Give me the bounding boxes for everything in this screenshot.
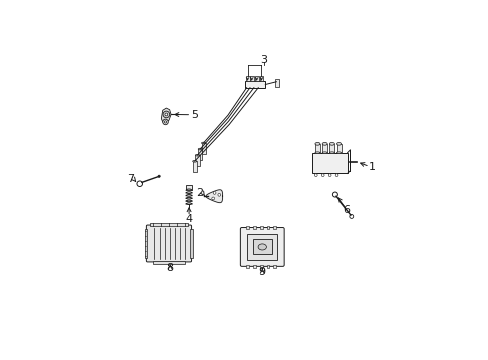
Bar bbox=[244, 81, 265, 87]
Bar bbox=[252, 226, 255, 229]
Ellipse shape bbox=[336, 152, 341, 153]
Bar bbox=[272, 226, 275, 229]
Bar bbox=[311, 153, 347, 174]
Bar bbox=[190, 229, 193, 258]
Circle shape bbox=[211, 197, 214, 200]
Text: 3: 3 bbox=[260, 55, 267, 66]
Bar bbox=[153, 261, 184, 264]
Circle shape bbox=[164, 121, 166, 123]
Text: 2: 2 bbox=[196, 188, 203, 198]
Ellipse shape bbox=[258, 244, 266, 250]
Circle shape bbox=[327, 174, 330, 176]
Circle shape bbox=[163, 119, 168, 125]
Bar bbox=[259, 76, 263, 81]
Circle shape bbox=[158, 175, 160, 177]
Bar bbox=[272, 265, 275, 268]
Bar bbox=[245, 76, 249, 81]
Bar bbox=[259, 265, 262, 268]
FancyBboxPatch shape bbox=[240, 228, 284, 266]
Text: 1: 1 bbox=[368, 162, 375, 172]
Text: 7: 7 bbox=[127, 174, 134, 184]
Text: 5: 5 bbox=[191, 110, 198, 120]
Bar bbox=[245, 265, 248, 268]
Circle shape bbox=[213, 192, 216, 194]
Bar bbox=[266, 226, 269, 229]
Bar bbox=[144, 229, 147, 258]
Circle shape bbox=[332, 192, 337, 197]
Ellipse shape bbox=[336, 143, 341, 145]
Polygon shape bbox=[161, 108, 171, 123]
Bar bbox=[198, 149, 202, 159]
Polygon shape bbox=[205, 190, 222, 203]
Bar bbox=[249, 76, 253, 81]
Text: 8: 8 bbox=[166, 263, 173, 273]
Bar bbox=[252, 265, 255, 268]
Bar bbox=[255, 76, 258, 81]
Circle shape bbox=[314, 174, 317, 176]
Ellipse shape bbox=[195, 154, 199, 156]
Text: 9: 9 bbox=[258, 267, 265, 278]
Bar bbox=[328, 144, 334, 153]
Ellipse shape bbox=[314, 152, 319, 153]
Text: 4: 4 bbox=[185, 214, 192, 224]
Bar bbox=[274, 79, 278, 87]
Ellipse shape bbox=[322, 143, 326, 145]
Ellipse shape bbox=[328, 152, 334, 153]
Bar bbox=[314, 144, 319, 153]
Circle shape bbox=[137, 181, 142, 186]
Bar bbox=[259, 226, 262, 229]
Ellipse shape bbox=[198, 148, 202, 150]
Ellipse shape bbox=[314, 143, 319, 145]
FancyBboxPatch shape bbox=[146, 225, 191, 262]
Circle shape bbox=[163, 111, 169, 118]
Bar bbox=[336, 144, 341, 153]
Text: 6: 6 bbox=[343, 205, 350, 215]
Bar bbox=[245, 226, 248, 229]
Circle shape bbox=[349, 215, 353, 219]
Ellipse shape bbox=[192, 161, 197, 162]
Circle shape bbox=[218, 193, 220, 196]
Bar bbox=[322, 144, 326, 153]
Ellipse shape bbox=[322, 152, 326, 153]
Bar bbox=[252, 239, 271, 255]
Circle shape bbox=[164, 113, 167, 116]
Circle shape bbox=[321, 174, 324, 176]
Bar bbox=[201, 143, 205, 153]
Ellipse shape bbox=[328, 143, 334, 145]
Ellipse shape bbox=[201, 142, 205, 144]
Circle shape bbox=[334, 174, 337, 176]
Bar bbox=[150, 223, 187, 226]
Bar bbox=[192, 161, 197, 172]
Bar bbox=[185, 185, 192, 190]
Bar bbox=[195, 155, 199, 166]
Bar bbox=[247, 234, 277, 260]
Bar bbox=[266, 265, 269, 268]
